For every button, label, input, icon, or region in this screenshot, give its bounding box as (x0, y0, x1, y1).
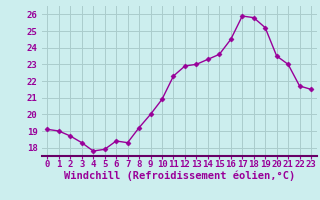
X-axis label: Windchill (Refroidissement éolien,°C): Windchill (Refroidissement éolien,°C) (64, 171, 295, 181)
